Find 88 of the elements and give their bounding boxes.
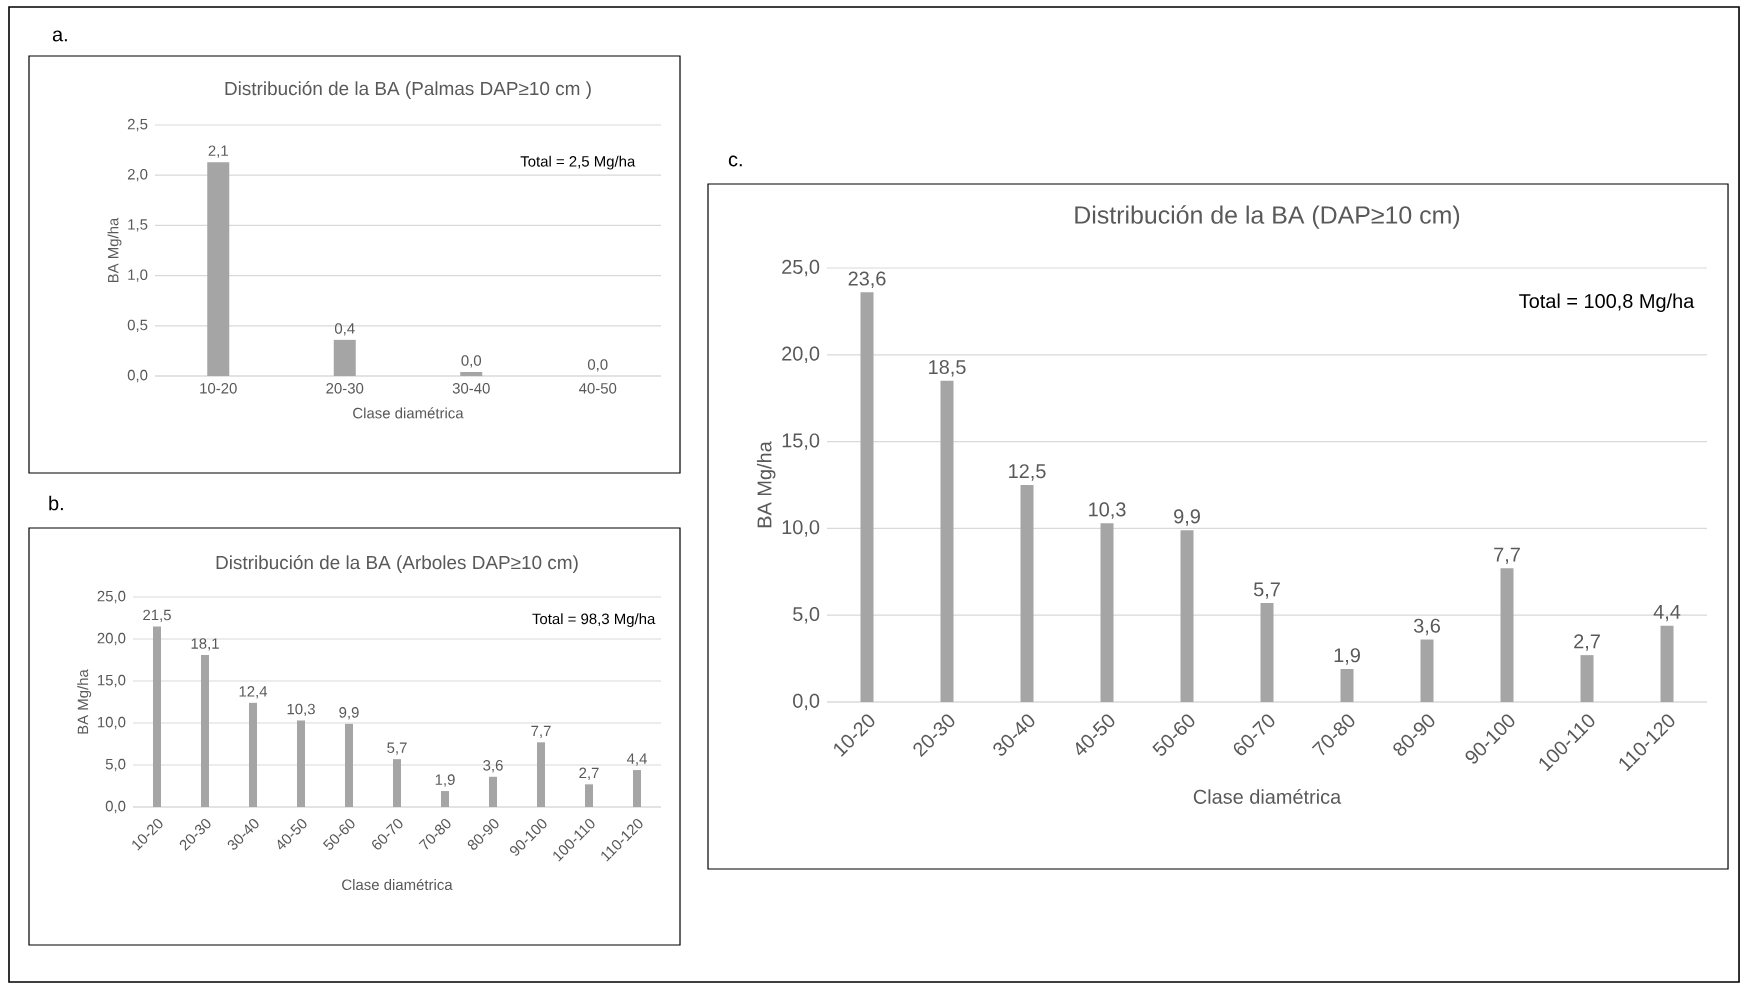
bar <box>860 292 874 703</box>
y-tick-label: 15,0 <box>782 433 820 450</box>
y-tick-label: 0,0 <box>127 369 148 383</box>
bar <box>393 759 401 808</box>
y-tick-label: 0,0 <box>105 800 126 814</box>
x-tick-label: 40-50 <box>578 383 617 394</box>
x-tick-label: 10-20 <box>200 383 237 394</box>
bar <box>207 162 230 377</box>
y-tick-label: 20,0 <box>782 346 820 364</box>
data-label: 7,7 <box>1494 547 1520 564</box>
y-tick-label: 20,0 <box>97 632 126 646</box>
x-axis-title: Clase diamétrica <box>353 407 464 419</box>
bar <box>1180 530 1194 703</box>
bar <box>1340 669 1354 703</box>
bar <box>460 371 483 377</box>
data-label: 4,4 <box>1653 604 1681 622</box>
y-tick-label: 5,0 <box>105 758 126 772</box>
annotation: Total = 2,5 Mg/ha <box>520 155 636 170</box>
chart-title: Distribución de la BA (Palmas DAP≥10 cm ) <box>225 81 591 99</box>
text: b. <box>49 495 63 511</box>
bar <box>153 626 161 808</box>
y-tick-label: 15,0 <box>98 674 126 688</box>
data-label: 2,7 <box>1574 634 1600 651</box>
data-label: 1,9 <box>1334 648 1360 665</box>
bar <box>441 791 449 808</box>
data-label: 18,1 <box>191 638 219 651</box>
data-label: 5,7 <box>1253 582 1280 599</box>
bar <box>633 770 642 808</box>
bar <box>1260 603 1274 703</box>
y-axis-title: BA Mg/ha <box>77 669 92 734</box>
data-label: 12,5 <box>1009 464 1046 481</box>
data-label: 12,4 <box>239 686 268 699</box>
data-label: 7,7 <box>531 725 551 738</box>
data-label: 18,5 <box>929 360 966 377</box>
text: c. <box>728 155 742 167</box>
x-axis-title: Clase diamétrica <box>1193 789 1342 804</box>
y-tick-label: 5,0 <box>793 606 820 624</box>
y-tick-label: 10,0 <box>98 716 126 730</box>
bar <box>249 702 257 808</box>
data-label: 0,4 <box>334 323 355 336</box>
data-label: 9,9 <box>1174 509 1200 526</box>
y-tick-label: 1,5 <box>128 219 148 232</box>
data-label: 0,0 <box>587 359 608 372</box>
x-tick-label: 20-30 <box>326 383 364 394</box>
data-label: 23,6 <box>848 271 886 288</box>
bar <box>1580 655 1594 703</box>
bar <box>1420 639 1434 703</box>
bar <box>537 742 546 808</box>
bar <box>297 720 305 808</box>
y-tick-label: 10,0 <box>782 520 820 537</box>
y-tick-label: 0,5 <box>127 319 148 332</box>
y-tick-label: 2,5 <box>127 118 148 132</box>
data-label: 0,0 <box>461 355 482 368</box>
bar <box>333 339 356 377</box>
data-label: 2,1 <box>208 145 228 158</box>
data-label: 3,6 <box>483 760 503 773</box>
data-label: 10,3 <box>1089 502 1126 519</box>
chart-title: Distribución de la BA (DAP≥10 cm) <box>1075 205 1460 229</box>
bar <box>201 654 209 808</box>
bar <box>585 784 594 808</box>
y-axis-title: BA Mg/ha <box>756 441 776 528</box>
bar <box>1020 485 1034 703</box>
text: a. <box>52 30 67 42</box>
chart-title: Distribución de la BA (Arboles DAP≥10 cm) <box>216 555 578 573</box>
x-tick-label: 30-40 <box>452 383 490 394</box>
y-tick-label: 25,0 <box>97 590 126 604</box>
x-axis-title: Clase diamétrica <box>342 878 453 891</box>
y-tick-label: 0,0 <box>793 693 820 711</box>
bar <box>1500 568 1514 703</box>
bar <box>1100 523 1114 703</box>
bar <box>345 723 353 808</box>
data-label: 9,9 <box>339 707 359 720</box>
bar <box>489 776 498 808</box>
y-tick-label: 1,0 <box>128 269 148 282</box>
data-label: 5,7 <box>387 742 407 755</box>
annotation: Total = 98,3 Mg/ha <box>532 613 656 628</box>
y-tick-label: 2,0 <box>127 169 148 182</box>
y-tick-label: 25,0 <box>782 259 820 277</box>
data-label: 21,5 <box>143 609 171 623</box>
bar <box>940 380 954 703</box>
bar <box>1660 625 1674 703</box>
data-label: 1,9 <box>435 774 455 787</box>
data-label: 10,3 <box>287 703 315 717</box>
data-label: 3,6 <box>1413 618 1440 636</box>
y-axis-title: BA Mg/ha <box>107 217 122 283</box>
data-label: 2,7 <box>579 767 599 780</box>
annotation: Total = 100,8 Mg/ha <box>1519 293 1695 313</box>
data-label: 4,4 <box>626 753 647 766</box>
